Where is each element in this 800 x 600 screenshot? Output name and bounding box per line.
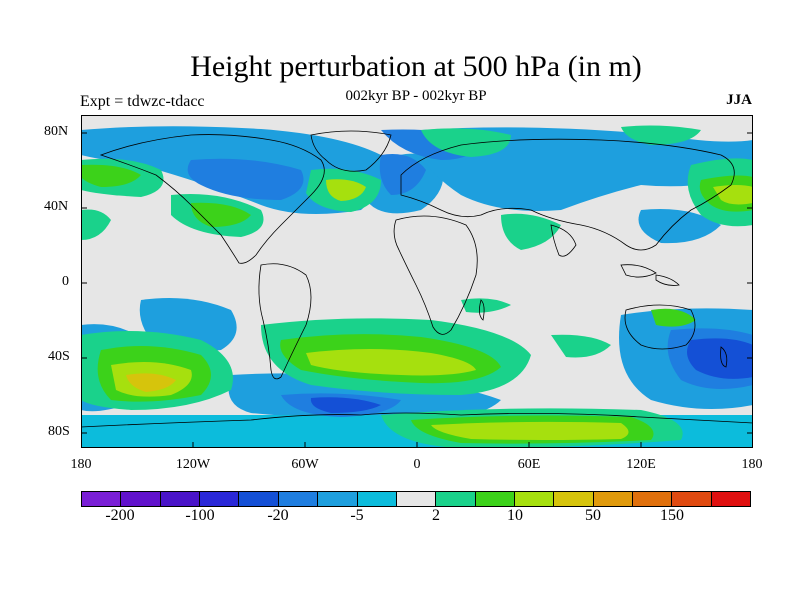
positive-anomaly-regions xyxy=(81,125,753,448)
lon-label-180e: 180 xyxy=(741,457,763,472)
lat-label-0: 0 xyxy=(62,274,69,289)
colorbar-label: 10 xyxy=(507,507,523,524)
colorbar-swatch-11 xyxy=(514,492,555,506)
colorbar-swatch-8 xyxy=(396,492,437,506)
colorbar-swatch-0 xyxy=(82,492,122,506)
lat-label-40s: 40S xyxy=(48,349,70,364)
colorbar-label: -5 xyxy=(350,507,364,524)
lon-label-0: 0 xyxy=(413,457,421,472)
colorbar-swatch-12 xyxy=(554,492,594,506)
colorbar-label: 50 xyxy=(585,507,601,524)
lon-label-60w: 60W xyxy=(291,457,319,472)
colorbar-swatch-15 xyxy=(672,492,712,506)
lon-label-120w: 120W xyxy=(175,457,211,472)
lon-label-180w: 180 xyxy=(70,457,92,472)
colorbar-swatch-5 xyxy=(278,492,319,506)
colorbar-swatch-4 xyxy=(239,492,279,506)
colorbar-swatch-16 xyxy=(711,492,751,506)
colorbar-swatch-7 xyxy=(357,492,397,506)
colorbar-label: -200 xyxy=(105,507,135,524)
colorbar-swatch-13 xyxy=(593,492,634,506)
colorbar-label: 150 xyxy=(660,507,684,524)
lat-label-80n: 80N xyxy=(44,124,69,139)
coastlines xyxy=(81,130,753,428)
contour-map xyxy=(81,115,753,448)
colorbar-swatch-6 xyxy=(318,492,358,506)
lat-label-40n: 40N xyxy=(44,199,69,214)
chart-title: Height perturbation at 500 hPa (in m) xyxy=(190,50,642,83)
colorbar xyxy=(81,491,751,507)
colorbar-swatch-1 xyxy=(121,492,161,506)
colorbar-label: -100 xyxy=(185,507,215,524)
colorbar-label: -20 xyxy=(267,507,289,524)
season-label: JJA xyxy=(726,92,752,108)
colorbar-swatch-9 xyxy=(436,492,476,506)
colorbar-swatch-14 xyxy=(633,492,673,506)
colorbar-swatch-10 xyxy=(475,492,515,506)
lon-label-120e: 120E xyxy=(626,457,656,472)
experiment-label: Expt = tdwzc-tdacc xyxy=(80,93,205,110)
chart-subtitle: 002kyr BP - 002kyr BP xyxy=(345,88,487,104)
map-ticks xyxy=(81,132,753,448)
lon-label-60e: 60E xyxy=(517,457,541,472)
colorbar-label: 2 xyxy=(432,507,440,524)
lat-label-80s: 80S xyxy=(48,424,70,439)
colorbar-swatch-3 xyxy=(200,492,240,506)
colorbar-swatch-2 xyxy=(160,492,201,506)
very-strong-negative-regions xyxy=(310,338,753,413)
map-panel xyxy=(81,115,753,448)
